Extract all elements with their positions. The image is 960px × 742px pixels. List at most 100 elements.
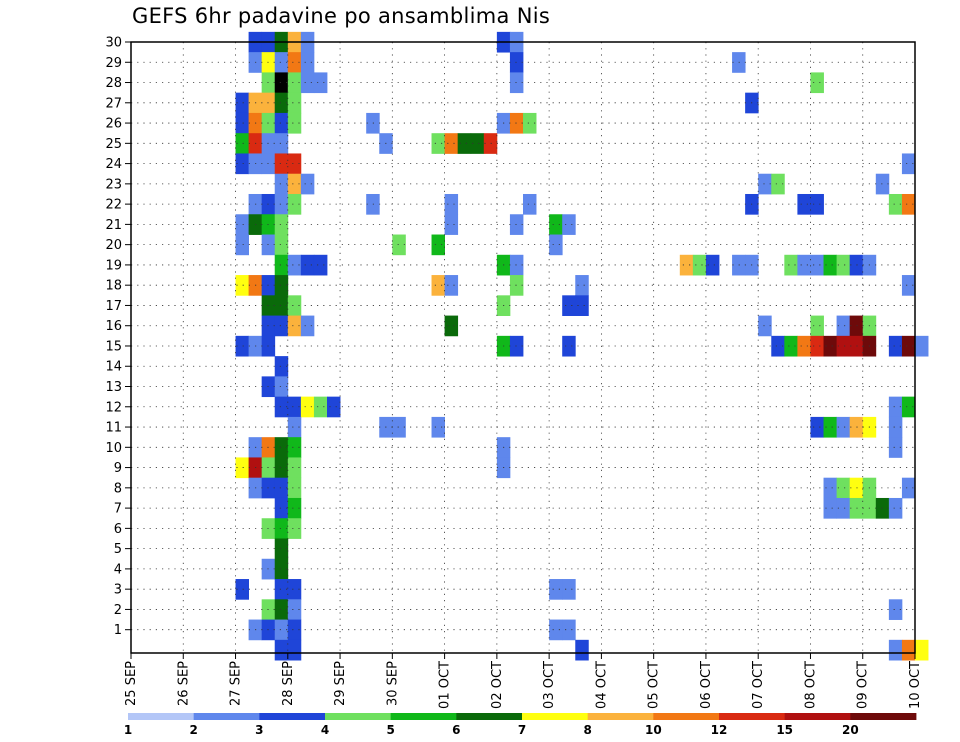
heatmap-cell	[287, 437, 302, 458]
heatmap-cell	[797, 254, 811, 276]
heatmap-cell	[797, 335, 811, 357]
y-tick-label: 1	[114, 623, 122, 638]
colorbar-label: 1	[124, 723, 132, 737]
x-tick-label: 09 OCT	[856, 661, 871, 709]
heatmap-cell	[287, 193, 302, 215]
heatmap-cell	[274, 558, 289, 580]
heatmap-cell	[313, 72, 328, 94]
heatmap-cell	[915, 335, 929, 357]
heatmap-cell	[888, 335, 903, 357]
heatmap-cell	[901, 477, 916, 499]
y-tick-label: 20	[105, 238, 122, 253]
heatmap-cell	[810, 254, 824, 276]
colorbar-swatch	[850, 713, 917, 720]
chart-title: GEFS 6hr padavine po ansamblima Nis	[132, 4, 551, 28]
heatmap-cell	[313, 396, 328, 418]
heatmap-cell	[509, 72, 524, 94]
heatmap-cell	[888, 193, 903, 215]
y-tick-label: 13	[105, 380, 122, 395]
y-tick-label: 5	[114, 542, 122, 557]
heatmap-cell	[274, 72, 289, 94]
heatmap-cell	[457, 133, 472, 154]
colorbar-label: 10	[645, 723, 662, 737]
heatmap-cell	[915, 639, 929, 661]
heatmap-cell	[758, 315, 772, 337]
heatmap-cell	[901, 335, 916, 357]
heatmap-cell	[509, 112, 524, 134]
heatmap-cell	[562, 214, 576, 235]
y-tick-label: 4	[114, 562, 122, 577]
heatmap-cell	[392, 234, 406, 256]
heatmap-cell	[810, 416, 824, 438]
heatmap-cell	[287, 295, 302, 316]
y-tick-label: 11	[105, 421, 122, 436]
heatmap-cell	[300, 315, 315, 337]
heatmap-cell	[549, 619, 563, 641]
heatmap-cell	[562, 619, 576, 641]
y-tick-label: 24	[105, 157, 122, 172]
heatmap-cell	[274, 497, 289, 519]
heatmap-cell	[771, 335, 785, 357]
heatmap-cell	[444, 214, 459, 235]
x-tick-label: 03 OCT	[542, 661, 557, 709]
heatmap-cell	[274, 538, 289, 560]
heatmap-cell	[300, 72, 315, 94]
y-tick-label: 29	[105, 56, 122, 71]
heatmap-cell	[431, 133, 445, 154]
heatmap-cell	[274, 477, 289, 499]
colorbar-label: 12	[711, 723, 728, 737]
heatmap-cell	[901, 193, 916, 215]
heatmap-cell	[274, 153, 289, 175]
colorbar-label: 20	[842, 723, 859, 737]
heatmap-cell	[562, 579, 576, 600]
heatmap-cell	[274, 639, 289, 661]
x-tick-label: 25 SEP	[124, 661, 139, 706]
y-tick-label: 19	[105, 258, 122, 273]
heatmap-cell	[823, 416, 837, 438]
heatmap-cell	[575, 639, 589, 661]
heatmap-cell	[287, 72, 302, 94]
colorbar-label: 5	[386, 723, 394, 737]
heatmap-cell	[274, 133, 289, 154]
heatmap-cell	[901, 153, 916, 175]
heatmap-cell	[235, 275, 249, 296]
colorbar-swatch	[784, 713, 851, 720]
heatmap-cell	[836, 497, 851, 519]
x-tick-label: 10 OCT	[908, 661, 923, 709]
heatmap-cell	[274, 254, 289, 276]
y-tick-label: 3	[114, 583, 122, 598]
heatmap-cell	[235, 579, 249, 600]
heatmap-cell	[562, 295, 576, 316]
y-tick-label: 26	[105, 117, 122, 132]
heatmap-cell	[287, 396, 302, 418]
y-tick-label: 2	[114, 603, 122, 618]
heatmap-cell	[274, 193, 289, 215]
heatmap-cell	[875, 497, 890, 519]
heatmap-cell	[888, 396, 903, 418]
heatmap-cell	[287, 173, 302, 195]
x-tick-label: 04 OCT	[594, 661, 609, 709]
heatmap-cell	[823, 477, 837, 499]
colorbar-swatch	[522, 713, 589, 720]
x-tick-label: 08 OCT	[803, 661, 818, 709]
heatmap-cell	[810, 315, 824, 337]
heatmap-cell	[274, 457, 289, 479]
heatmap-cell	[235, 457, 249, 479]
heatmap-cell	[836, 335, 851, 357]
y-tick-label: 17	[105, 299, 122, 314]
y-tick-label: 23	[105, 177, 122, 192]
heatmap-cell	[888, 497, 903, 519]
heatmap-cell	[235, 234, 249, 256]
heatmap-cell	[431, 275, 445, 296]
y-axis: 1234567891011121314151617181920212223242…	[105, 36, 131, 638]
colorbar: 1 2 3 4 5 6 7 8 10 12 15 20	[124, 713, 917, 737]
x-tick-label: 28 SEP	[281, 661, 296, 706]
x-tick-label: 06 OCT	[699, 661, 714, 709]
heatmap-cell	[274, 173, 289, 195]
heatmap-cell	[274, 619, 289, 641]
heatmap-cell	[823, 335, 837, 357]
heatmap-cell	[431, 234, 445, 256]
x-tick-label: 02 OCT	[490, 661, 505, 709]
colorbar-swatch	[390, 713, 457, 720]
heatmap-cell	[287, 52, 302, 73]
